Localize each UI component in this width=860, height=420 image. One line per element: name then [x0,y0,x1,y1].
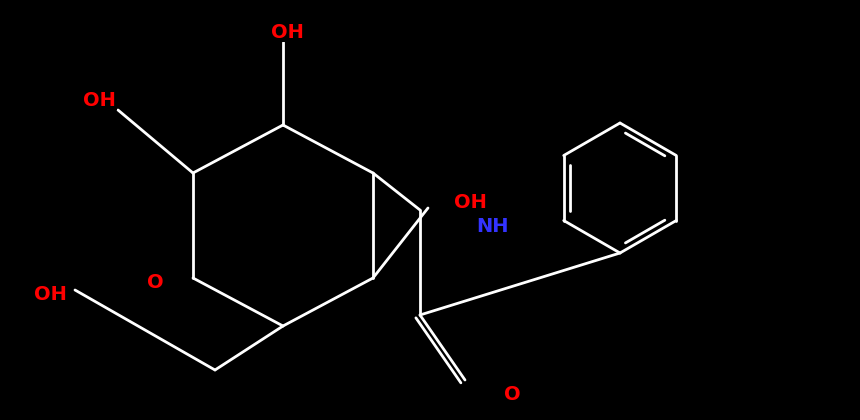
Text: O: O [504,384,520,404]
Text: OH: OH [83,90,116,110]
Text: OH: OH [271,23,304,42]
Text: O: O [147,273,163,291]
Text: OH: OH [34,284,67,304]
Text: NH: NH [476,216,508,236]
Text: OH: OH [454,192,487,212]
